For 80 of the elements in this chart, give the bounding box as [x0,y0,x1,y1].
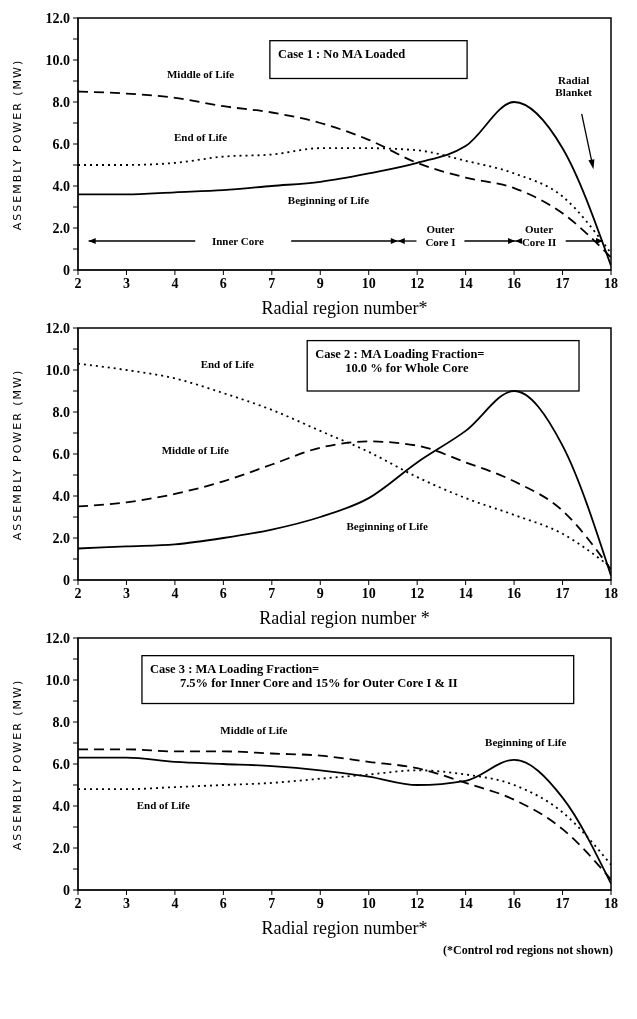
y-axis-title: ASSEMBLY POWER (MW) [11,368,25,540]
y-tick-label: 2.0 [52,220,70,236]
x-tick-label: 12 [410,585,425,601]
x-tick-label: 4 [171,585,179,601]
x-tick-label: 14 [458,895,473,911]
x-tick-label: 7 [268,585,276,601]
y-tick-label: 12.0 [45,320,70,336]
text: Middle of Life [161,444,229,456]
x-tick-label: 12 [410,895,425,911]
y-tick-label: 0 [63,262,70,278]
x-tick-label: 18 [604,895,618,911]
series-label: End of Life [174,131,228,144]
y-tick-label: 8.0 [52,714,70,730]
y-tick-label: 6.0 [52,446,70,462]
x-axis-title: Radial region number * [259,608,430,628]
text: (*Control rod regions not shown) [442,943,613,957]
y-tick-label: 2.0 [52,530,70,546]
annotation: Radial Blanket [555,73,593,99]
y-tick-label: 10.0 [45,672,70,688]
x-axis-title: Radial region number* [261,298,428,318]
y-tick-label: 12.0 [45,10,70,26]
annotation: Outer Core I [425,223,456,248]
x-tick-label: 3 [122,585,130,601]
x-tick-label: 14 [458,275,473,291]
x-tick-label: 9 [316,585,324,601]
y-tick-label: 4.0 [52,178,70,194]
x-tick-label: 2 [74,275,82,291]
y-tick-label: 12.0 [45,630,70,646]
x-tick-label: 17 [555,585,570,601]
x-tick-label: 6 [219,895,227,911]
y-tick-label: 0 [63,882,70,898]
x-tick-label: 12 [410,275,425,291]
x-tick-label: 17 [555,895,570,911]
x-tick-label: 2 [74,895,82,911]
y-tick-label: 6.0 [52,136,70,152]
x-tick-label: 6 [219,585,227,601]
annotation: Case 3 : MA Loading Fraction= 7.5% for Inner Core and 15% for Outer Core I & II [149,661,458,691]
annotation: Inner Core [211,235,264,248]
y-tick-label: 8.0 [52,94,70,110]
y-tick-label: 0 [63,572,70,588]
x-tick-label: 10 [361,275,376,291]
y-tick-label: 2.0 [52,840,70,856]
y-tick-label: 4.0 [52,798,70,814]
x-tick-label: 3 [122,895,130,911]
x-axis-title: Radial region number* [261,918,428,938]
x-tick-label: 18 [604,585,618,601]
x-tick-label: 16 [507,895,522,911]
x-tick-label: 7 [268,275,276,291]
annotation: Outer Core II [521,223,557,248]
series-label: Middle of Life [166,68,235,81]
x-tick-label: 9 [316,895,324,911]
x-tick-label: 4 [171,895,179,911]
y-tick-label: 6.0 [52,756,70,772]
x-tick-label: 6 [219,275,227,291]
x-tick-label: 9 [316,275,324,291]
annotation: Case 1 : No MA Loaded [277,46,406,61]
x-tick-label: 17 [555,275,570,291]
y-tick-label: 4.0 [52,488,70,504]
x-tick-label: 7 [268,895,276,911]
x-tick-label: 16 [507,275,522,291]
y-tick-label: 10.0 [45,362,70,378]
x-tick-label: 4 [171,275,179,291]
x-tick-label: 16 [507,585,522,601]
y-tick-label: 8.0 [52,404,70,420]
x-tick-label: 2 [74,585,82,601]
series-label: End of Life [136,799,190,812]
x-tick-label: 18 [604,275,618,291]
x-tick-label: 10 [361,895,376,911]
x-tick-label: 14 [458,585,473,601]
annotation: Case 2 : MA Loading Fraction= 10.0 % for Whole Core [315,346,485,375]
y-axis-title: ASSEMBLY POWER (MW) [11,58,25,230]
x-tick-label: 3 [122,275,130,291]
y-tick-label: 10.0 [45,52,70,68]
series-label: Middle of Life [220,723,288,736]
series-label: End of Life [200,358,254,371]
series-label: Beginning of Life [346,519,428,532]
series-label: Beginning of Life [485,736,567,749]
series-label: Beginning of Life [287,194,370,207]
y-axis-title: ASSEMBLY POWER (MW) [11,678,25,850]
x-tick-label: 10 [361,585,376,601]
